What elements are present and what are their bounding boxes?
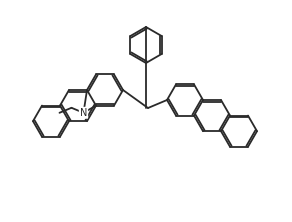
Text: N: N	[80, 108, 87, 118]
